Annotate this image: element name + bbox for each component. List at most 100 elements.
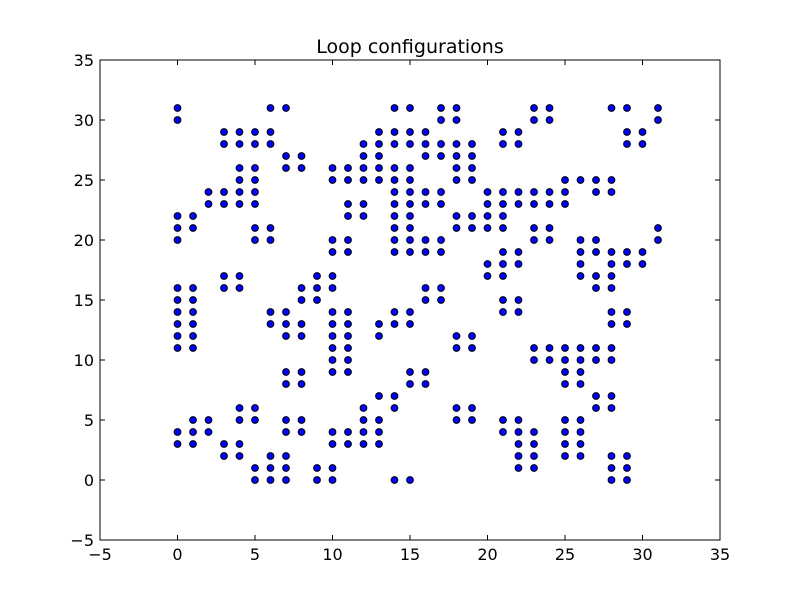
- x-tick-label: 30: [632, 545, 652, 564]
- data-point: [514, 308, 523, 316]
- data-point: [328, 368, 337, 376]
- data-point: [189, 212, 197, 220]
- data-point: [282, 416, 290, 424]
- data-point: [561, 368, 569, 376]
- data-point: [499, 416, 507, 424]
- data-point: [623, 248, 631, 256]
- data-point: [359, 176, 368, 184]
- data-point: [576, 416, 585, 424]
- data-point: [344, 200, 352, 208]
- data-point: [452, 152, 461, 160]
- data-point: [282, 476, 290, 484]
- data-point: [437, 248, 445, 256]
- data-point: [359, 404, 368, 412]
- data-point: [220, 128, 228, 136]
- data-point: [592, 392, 600, 400]
- data-point: [468, 224, 476, 232]
- data-point: [654, 224, 662, 232]
- data-point: [189, 416, 197, 424]
- data-point: [607, 188, 616, 196]
- data-point: [266, 236, 275, 244]
- data-point: [607, 452, 616, 460]
- data-point: [592, 236, 600, 244]
- data-point: [235, 140, 244, 148]
- data-point: [297, 164, 306, 172]
- data-point: [359, 428, 368, 436]
- data-point: [328, 464, 337, 472]
- data-point: [576, 236, 585, 244]
- data-point: [483, 224, 492, 232]
- data-point: [421, 140, 430, 148]
- data-point: [375, 428, 383, 436]
- data-point: [359, 440, 368, 448]
- data-point: [514, 296, 523, 304]
- data-point: [359, 200, 368, 208]
- data-point: [282, 380, 290, 388]
- data-point: [173, 104, 182, 112]
- data-point: [421, 248, 430, 256]
- data-point: [328, 320, 337, 328]
- data-point: [297, 380, 306, 388]
- y-tick-label: 25: [74, 171, 94, 190]
- data-point: [638, 140, 647, 148]
- data-point: [421, 296, 430, 304]
- data-point: [607, 308, 616, 316]
- data-point: [359, 212, 368, 220]
- data-point: [297, 368, 306, 376]
- data-point: [623, 260, 631, 268]
- y-tick-label: 15: [74, 291, 94, 310]
- x-tick-label: 20: [477, 545, 497, 564]
- data-point: [530, 356, 538, 364]
- data-point: [607, 356, 616, 364]
- data-point: [375, 332, 383, 340]
- data-point: [173, 332, 182, 340]
- data-point: [561, 440, 569, 448]
- data-point: [607, 344, 616, 352]
- data-point: [344, 356, 352, 364]
- data-point: [406, 320, 414, 328]
- x-tick-label: 5: [250, 545, 260, 564]
- data-point: [530, 464, 538, 472]
- data-point: [421, 188, 430, 196]
- data-point: [561, 200, 569, 208]
- data-point: [530, 188, 538, 196]
- data-point: [173, 320, 182, 328]
- data-point: [220, 140, 228, 148]
- data-point: [173, 344, 182, 352]
- data-point: [406, 236, 414, 244]
- data-point: [297, 296, 306, 304]
- data-point: [592, 188, 600, 196]
- chart-title: Loop configurations: [316, 36, 504, 58]
- data-point: [437, 284, 445, 292]
- y-tick-label: −5: [70, 531, 94, 550]
- data-point: [607, 284, 616, 292]
- data-point: [623, 464, 631, 472]
- data-point: [545, 188, 554, 196]
- data-point: [189, 320, 197, 328]
- data-point: [251, 164, 259, 172]
- data-point: [406, 140, 414, 148]
- data-point: [654, 116, 662, 124]
- data-point: [235, 440, 244, 448]
- data-point: [313, 284, 321, 292]
- data-point: [623, 476, 631, 484]
- data-point: [545, 236, 554, 244]
- data-point: [189, 296, 197, 304]
- data-point: [499, 140, 507, 148]
- data-point: [561, 356, 569, 364]
- data-point: [468, 344, 476, 352]
- data-point: [189, 440, 197, 448]
- data-point: [235, 416, 244, 424]
- data-point: [607, 476, 616, 484]
- data-point: [406, 128, 414, 136]
- data-point: [514, 128, 523, 136]
- data-point: [204, 200, 213, 208]
- data-point: [514, 188, 523, 196]
- data-point: [406, 164, 414, 172]
- data-point: [173, 428, 182, 436]
- data-point: [483, 188, 492, 196]
- data-point: [313, 296, 321, 304]
- data-point: [561, 344, 569, 352]
- data-point: [406, 104, 414, 112]
- data-point: [638, 260, 647, 268]
